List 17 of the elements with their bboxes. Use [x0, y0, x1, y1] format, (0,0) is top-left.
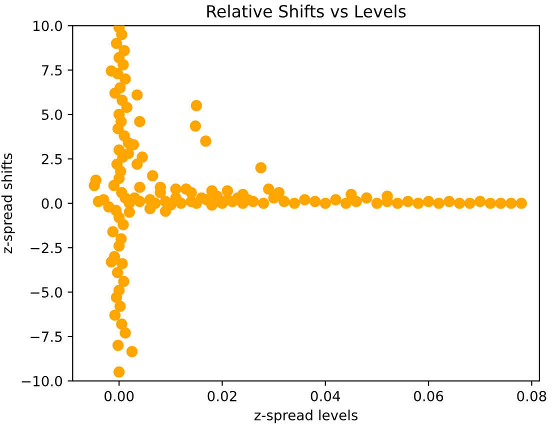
y-axis-title: z-spread shifts: [1, 153, 15, 254]
x-tick-label: 0.00: [104, 390, 134, 402]
chart-title: Relative Shifts vs Levels: [207, 4, 406, 18]
y-tick-label: 0.0: [42, 198, 62, 209]
x-tick-label: 0.04: [310, 390, 340, 402]
x-tick-label: 0.06: [414, 390, 444, 402]
y-tick-label: 5.0: [42, 109, 62, 120]
y-tick-label: −7.5: [30, 332, 62, 342]
y-tick-label: 2.5: [42, 154, 62, 164]
y-tick-label: −5.0: [30, 287, 62, 298]
y-tick-label: −2.5: [30, 242, 62, 254]
x-tick-label: 0.02: [208, 390, 236, 402]
x-tick-label: 0.08: [517, 390, 546, 402]
y-tick-label: −10.0: [22, 376, 62, 386]
y-tick-label: 10.0: [34, 20, 62, 32]
y-tick-label: 7.5: [42, 65, 62, 76]
x-axis-title: z-spread levels: [254, 410, 358, 424]
